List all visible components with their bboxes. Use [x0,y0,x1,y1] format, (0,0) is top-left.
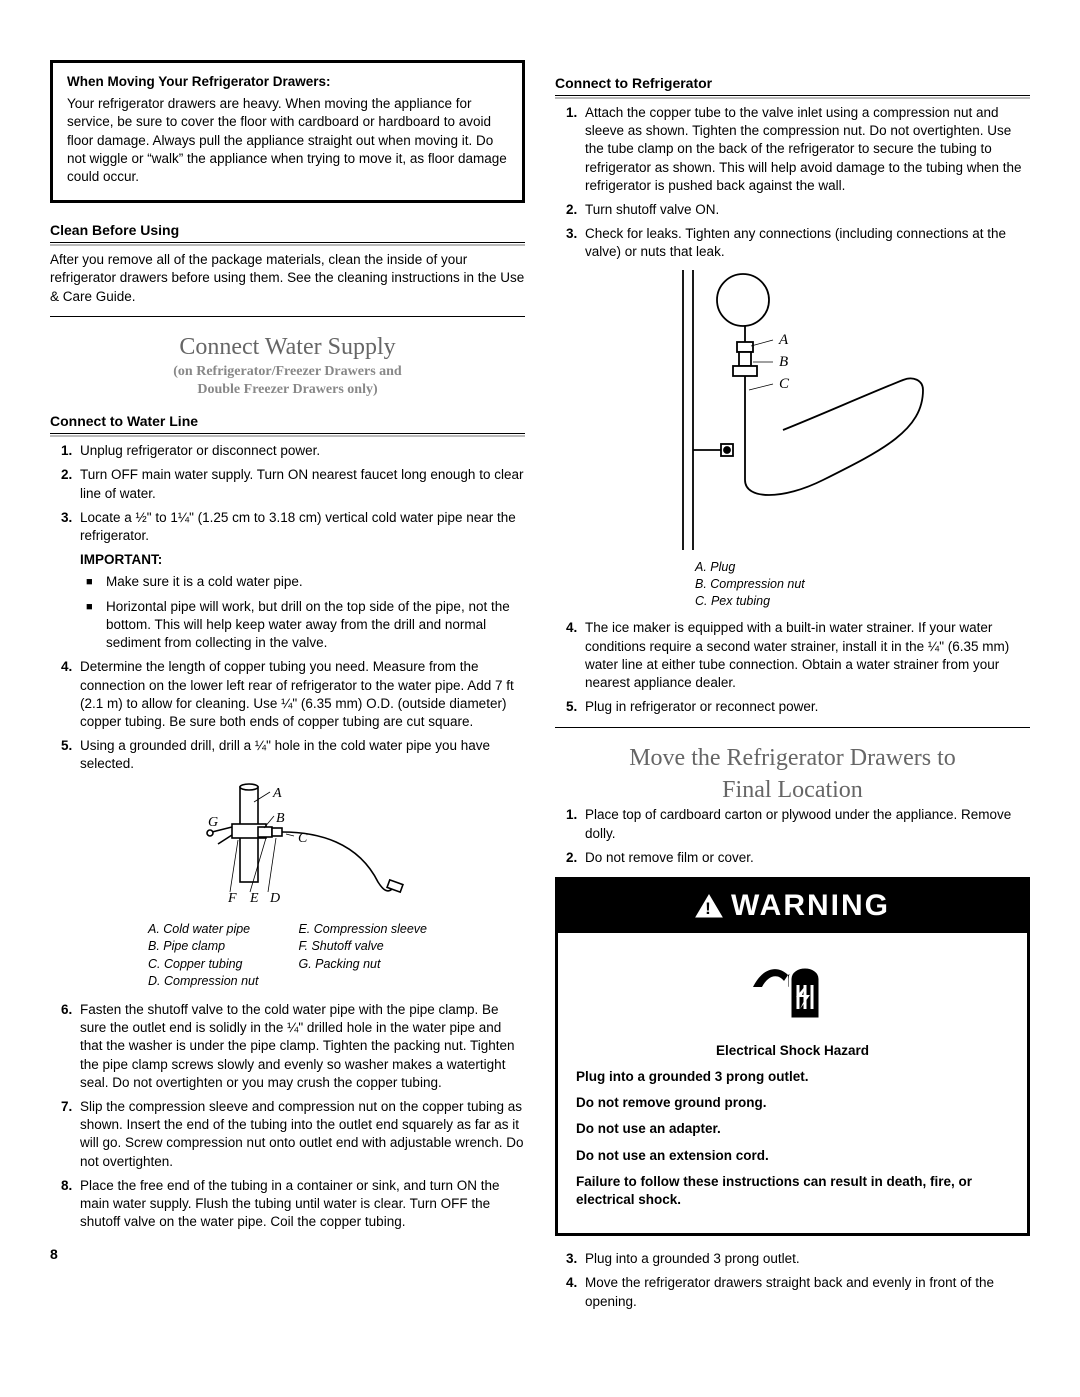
fig2-C: C [779,376,790,392]
warning-title: Electrical Shock Hazard [576,1042,1009,1060]
legend1-a: A. Cold water pipe [148,921,258,939]
section-rule-2 [555,727,1030,728]
fridge-step-1: Attach the copper tube to the valve inle… [581,104,1030,195]
fridge-step-5: Plug in refrigerator or reconnect power. [581,698,1030,716]
fridge-step-2: Turn shutoff valve ON. [581,201,1030,219]
figure-2: A B C [555,270,1030,555]
moving-box-title: When Moving Your Refrigerator Drawers: [67,73,508,91]
water-step-3: Locate a ½" to 1¼" (1.25 cm to 3.18 cm) … [76,509,525,653]
moving-drawers-box: When Moving Your Refrigerator Drawers: Y… [50,60,525,203]
left-column: When Moving Your Refrigerator Drawers: Y… [50,60,525,1317]
legend2-a: A. Plug [695,559,1030,576]
water-steps-list-2: Fasten the shutoff valve to the cold wat… [50,1001,525,1232]
warning-box: ! WARNING Electrical Shock Hazard Plug i… [555,877,1030,1236]
legend2-b: B. Compression nut [695,576,1030,593]
legend1-b: B. Pipe clamp [148,938,258,956]
warning-head-text: WARNING [731,886,890,927]
warning-p4: Do not use an extension cord. [576,1147,1009,1165]
warning-triangle-icon: ! [695,894,723,918]
water-step-4: Determine the length of copper tubing yo… [76,658,525,731]
fig2-A: A [778,332,789,348]
legend1-e: E. Compression sleeve [298,921,427,939]
fig1-G: G [208,815,218,830]
water-step-1: Unplug refrigerator or disconnect power. [76,442,525,460]
move-steps-2: Plug into a grounded 3 prong outlet. Mov… [555,1250,1030,1311]
important-bullet-2: Horizontal pipe will work, but drill on … [106,598,525,653]
figure-1: A B C D E F G [50,782,525,917]
page-number: 8 [50,1245,525,1264]
move-title: Move the Refrigerator Drawers to Final L… [555,742,1030,807]
water-steps-list: Unplug refrigerator or disconnect power.… [50,442,525,774]
section-rule [50,316,525,317]
warning-p1: Plug into a grounded 3 prong outlet. [576,1068,1009,1086]
fridge-step-4: The ice maker is equipped with a built-i… [581,619,1030,692]
warning-p2: Do not remove ground prong. [576,1094,1009,1112]
move-title-l2: Final Location [722,777,863,803]
legend1-c: C. Copper tubing [148,956,258,974]
water-sub-line1: (on Refrigerator/Freezer Drawers and [173,364,401,379]
legend1-f: F. Shutoff valve [298,938,427,956]
warning-p5: Failure to follow these instructions can… [576,1173,1009,1209]
move-steps-1: Place top of cardboard carton or plywood… [555,806,1030,867]
fig1-A: A [272,786,282,801]
fridge-step-3: Check for leaks. Tighten any connections… [581,225,1030,261]
fridge-steps-1: Attach the copper tube to the valve inle… [555,104,1030,262]
connect-refrigerator-head: Connect to Refrigerator [555,74,1030,96]
figure-1-legend: A. Cold water pipe B. Pipe clamp C. Copp… [50,921,525,991]
move-step-2: Do not remove film or cover. [581,849,1030,867]
move-title-l1: Move the Refrigerator Drawers to [629,745,956,771]
fig1-E: E [249,891,259,906]
water-step-5: Using a grounded drill, drill a ¼" hole … [76,737,525,773]
important-bullets: Make sure it is a cold water pipe. Horiz… [80,573,525,652]
warning-header: ! WARNING [558,880,1027,933]
water-step-7: Slip the compression sleeve and compress… [76,1098,525,1171]
clean-before-using-body: After you remove all of the package mate… [50,251,525,306]
fig1-F: F [227,891,237,906]
fig1-B: B [276,811,285,826]
svg-text:!: ! [705,899,713,918]
clean-before-using-head: Clean Before Using [50,221,525,243]
water-step-6: Fasten the shutoff valve to the cold wat… [76,1001,525,1092]
connect-water-sub: (on Refrigerator/Freezer Drawers and Dou… [50,363,525,398]
shock-hazard-icon [558,933,1027,1042]
fig2-B: B [779,354,788,370]
important-bullet-1: Make sure it is a cold water pipe. [106,573,525,591]
important-label: IMPORTANT: [80,551,525,569]
legend1-g: G. Packing nut [298,956,427,974]
warning-body: Electrical Shock Hazard Plug into a grou… [558,1042,1027,1234]
legend1-d: D. Compression nut [148,973,258,991]
connect-water-title: Connect Water Supply [50,331,525,363]
figure-2-legend: A. Plug B. Compression nut C. Pex tubing [695,559,1030,610]
right-column: Connect to Refrigerator Attach the coppe… [555,60,1030,1317]
fig1-D: D [269,891,280,906]
fig1-C: C [298,831,308,846]
moving-box-body: Your refrigerator drawers are heavy. Whe… [67,95,508,186]
move-step-4: Move the refrigerator drawers straight b… [581,1274,1030,1310]
move-step-1: Place top of cardboard carton or plywood… [581,806,1030,842]
water-step-3-text: Locate a ½" to 1¼" (1.25 cm to 3.18 cm) … [80,510,516,543]
fridge-steps-2: The ice maker is equipped with a built-i… [555,619,1030,716]
water-sub-line2: Double Freezer Drawers only) [197,382,377,397]
connect-water-line-head: Connect to Water Line [50,412,525,434]
move-step-3: Plug into a grounded 3 prong outlet. [581,1250,1030,1268]
water-step-2: Turn OFF main water supply. Turn ON near… [76,466,525,502]
legend2-c: C. Pex tubing [695,593,1030,610]
water-step-8: Place the free end of the tubing in a co… [76,1177,525,1232]
page-columns: When Moving Your Refrigerator Drawers: Y… [50,60,1030,1317]
warning-p3: Do not use an adapter. [576,1120,1009,1138]
